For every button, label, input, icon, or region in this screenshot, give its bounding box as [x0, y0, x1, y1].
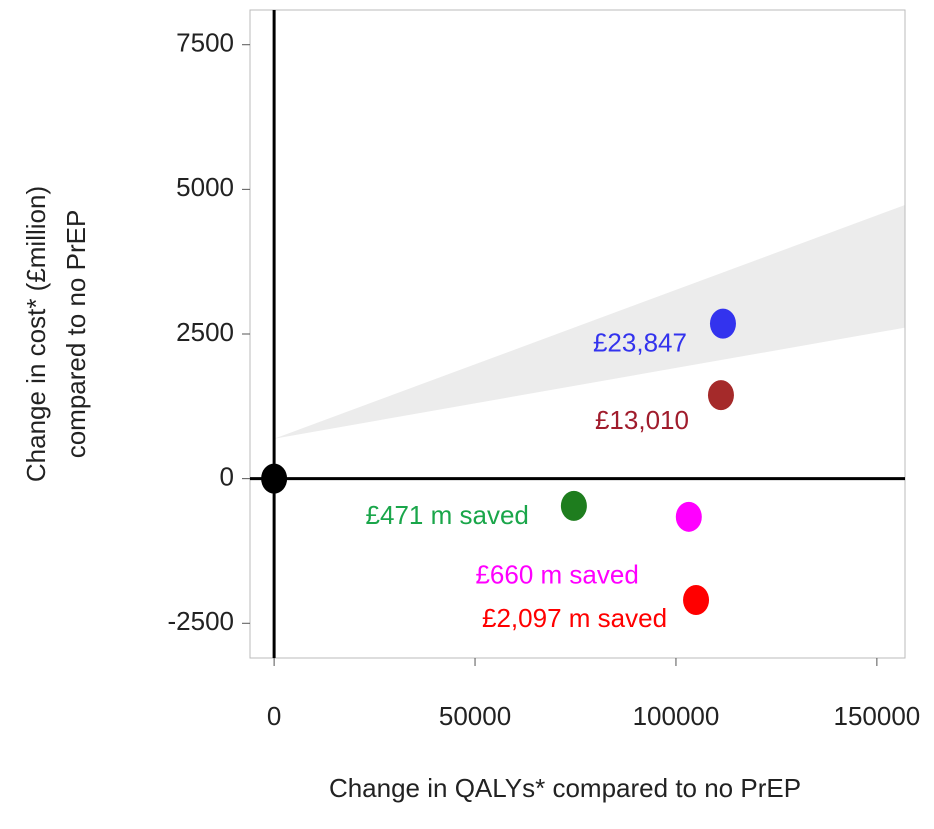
- point-label: £13,010: [595, 405, 689, 435]
- x-tick-label: 150000: [833, 701, 920, 731]
- y-tick-label: 0: [220, 462, 234, 492]
- x-tick-label: 0: [267, 701, 281, 731]
- point-label: £471 m saved: [366, 500, 529, 530]
- y-tick-label: 7500: [176, 28, 234, 58]
- point: [675, 501, 702, 532]
- point-label: £23,847: [593, 327, 687, 357]
- y-axis-label: compared to no PrEP: [61, 210, 91, 459]
- point-label: £2,097 m saved: [482, 603, 667, 633]
- point: [709, 308, 736, 339]
- point-label: £660 m saved: [475, 560, 638, 590]
- x-axis-label: Change in QALYs* compared to no PrEP: [329, 773, 801, 803]
- y-tick-label: -2500: [168, 606, 235, 636]
- x-tick-label: 100000: [633, 701, 720, 731]
- point: [683, 584, 710, 615]
- shaded-region: [274, 204, 905, 439]
- y-tick-label: 2500: [176, 317, 234, 347]
- y-tick-label: 5000: [176, 172, 234, 202]
- x-tick-label: 50000: [439, 701, 511, 731]
- point: [560, 490, 587, 521]
- y-axis-label: Change in cost* (£million): [21, 186, 51, 482]
- point: [261, 463, 288, 494]
- point: [707, 380, 734, 411]
